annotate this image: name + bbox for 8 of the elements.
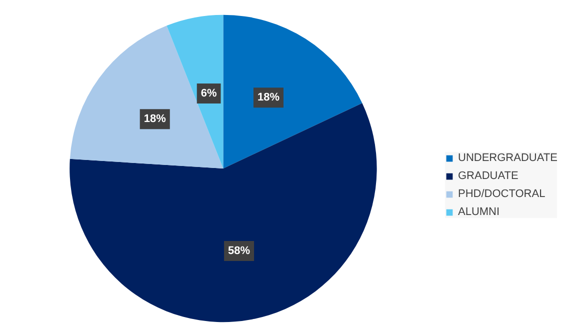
legend-label: UNDERGRADUATE: [458, 152, 558, 164]
data-label: 18%: [144, 113, 166, 126]
data-label: 18%: [257, 92, 280, 104]
legend-label: ALUMNI: [458, 206, 500, 218]
legend-label: PHD/DOCTORAL: [458, 188, 546, 200]
legend-label: GRADUATE: [458, 170, 518, 182]
data-label: 6%: [200, 87, 217, 100]
data-label: 58%: [228, 245, 250, 258]
